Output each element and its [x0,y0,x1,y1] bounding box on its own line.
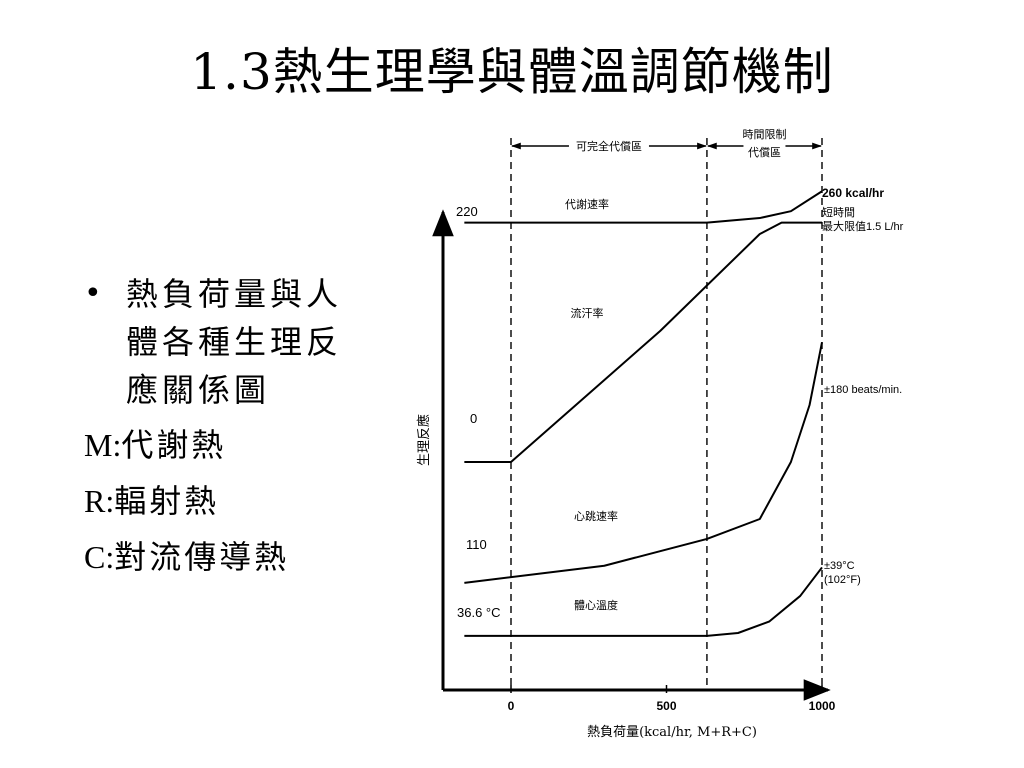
series-end-label: 短時間 [822,205,855,219]
series-name-label: 心跳速率 [574,509,618,523]
series-line [464,190,823,224]
slide-title: 1.3熱生理學與體溫調節機制 [190,43,834,101]
bullet-text: 熱負荷量與人體各種生理反應關係圖 [126,275,343,409]
x-axis-label: 熱負荷量(kcal/hr, M+R+C) [587,725,757,740]
bullet-block: • 熱負荷量與人體各種生理反應關係圖 M:代謝熱 R:輻射熱 C:對流傳導熱 [84,270,364,582]
x-tick-label: 1000 [809,699,836,713]
x-tick-label: 500 [656,699,676,713]
legend-c-code: C: [84,539,115,575]
legend-m: M:代謝熱 [84,420,364,470]
series-end-label: ±180 beats/min. [824,384,902,396]
series-line [464,221,822,463]
series-name-label: 體心溫度 [574,598,618,612]
legend-r: R:輻射熱 [84,476,364,526]
series-start-label: 220 [456,204,478,219]
series-line [464,566,823,637]
series-end-label: (102°F) [824,574,861,586]
legend-c-text: 對流傳導熱 [114,538,290,576]
x-tick-label: 0 [508,699,515,713]
bullet-dot-icon: • [84,276,102,311]
series-name-label: 流汗率 [571,306,604,320]
legend-c: C:對流傳導熱 [84,532,364,582]
series-name-label: 代謝速率 [565,197,609,211]
y-axis-label: 生理反應 [416,414,432,466]
series-end-label: 最大限值1.5 L/hr [822,219,904,233]
zone-label: 可完全代償區 [576,139,642,153]
legend-m-text: 代謝熱 [121,426,227,464]
bullet-item: • 熱負荷量與人體各種生理反應關係圖 [84,270,364,414]
series-start-label: 110 [466,537,487,552]
series-start-label: 0 [470,411,477,426]
series-start-label: 36.6 °C [457,605,501,620]
zone-label: 代償區 [748,145,781,159]
series-end-label: ±39°C [824,560,855,572]
legend-r-code: R: [84,483,115,519]
zone-label: 時間限制 [742,128,786,141]
series-line [464,342,823,584]
legend-m-code: M: [84,427,122,463]
series-end-label: 260 kcal/hr [822,186,884,200]
legend-r-text: 輻射熱 [114,482,220,520]
